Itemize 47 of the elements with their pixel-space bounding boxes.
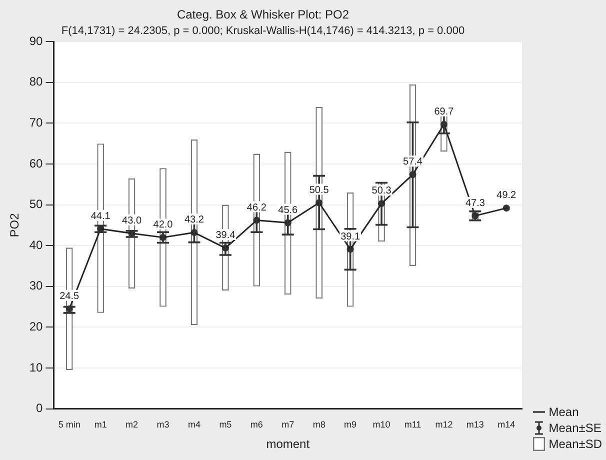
x-tick-label: m11 xyxy=(404,420,422,430)
x-tick-label: m2 xyxy=(126,420,138,430)
y-tick-label: 0 xyxy=(36,401,44,416)
legend-label: Mean±SE xyxy=(548,421,602,435)
y-tick-label: 90 xyxy=(29,34,44,48)
x-tick-label: m7 xyxy=(282,420,294,430)
data-label: 39.1 xyxy=(340,231,360,242)
x-tick-label: 5 min xyxy=(58,420,80,430)
x-tick-label: m13 xyxy=(466,420,484,430)
y-axis-title: PO2 xyxy=(8,212,22,238)
x-tick-label: m5 xyxy=(219,420,232,430)
x-tick-label: m9 xyxy=(344,420,357,430)
x-tick-label: m14 xyxy=(498,420,516,430)
data-label: 49.2 xyxy=(496,190,517,202)
y-tick-label: 80 xyxy=(29,74,44,89)
x-tick-label: m4 xyxy=(188,420,200,430)
y-tick-label: 30 xyxy=(29,278,44,293)
x-tick-label: m12 xyxy=(435,420,453,430)
x-tick-label: m10 xyxy=(372,420,390,430)
text: Mean±SD xyxy=(548,437,602,451)
data-label: 43.0 xyxy=(122,215,142,226)
chart-subtitle: F(14,1731) = 24.2305, p = 0.000; Kruskal-Wallis-H(14,1746) = 414.3213, p = 0.000 xyxy=(61,25,465,38)
data-label: 43.2 xyxy=(184,214,204,226)
data-label: 24.5 xyxy=(60,290,80,302)
data-label: 50.5 xyxy=(309,184,330,196)
chart-title: Categ. Box & Whisker Plot: PO2 xyxy=(176,8,350,22)
x-tick-label: m8 xyxy=(312,420,326,430)
legend-label: Mean xyxy=(548,405,579,419)
data-label: 50.3 xyxy=(372,186,392,197)
data-label: 39.4 xyxy=(216,230,236,242)
data-label: 47.3 xyxy=(465,198,486,209)
data-label: 57.4 xyxy=(403,156,423,168)
x-tick-label: m1 xyxy=(94,420,107,430)
y-tick-label: 50 xyxy=(29,197,44,212)
data-label: 42.0 xyxy=(153,219,174,230)
y-tick-label: 60 xyxy=(29,156,44,170)
y-tick-label: 40 xyxy=(29,238,44,252)
data-label: 46.2 xyxy=(246,202,267,214)
y-tick-label: 20 xyxy=(29,320,44,334)
data-label: 45.6 xyxy=(278,204,298,216)
data-label: 44.1 xyxy=(90,210,111,222)
data-label: 69.7 xyxy=(434,106,454,118)
x-tick-label: m6 xyxy=(250,420,263,430)
x-axis-title: moment xyxy=(266,437,310,452)
y-tick-label: 70 xyxy=(29,116,44,130)
x-tick-label: m3 xyxy=(156,420,170,430)
y-tick-label: 10 xyxy=(29,360,44,374)
